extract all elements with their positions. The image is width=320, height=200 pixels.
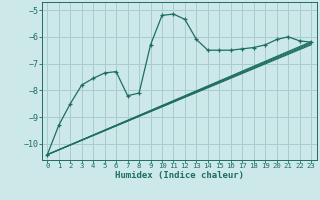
X-axis label: Humidex (Indice chaleur): Humidex (Indice chaleur) — [115, 171, 244, 180]
